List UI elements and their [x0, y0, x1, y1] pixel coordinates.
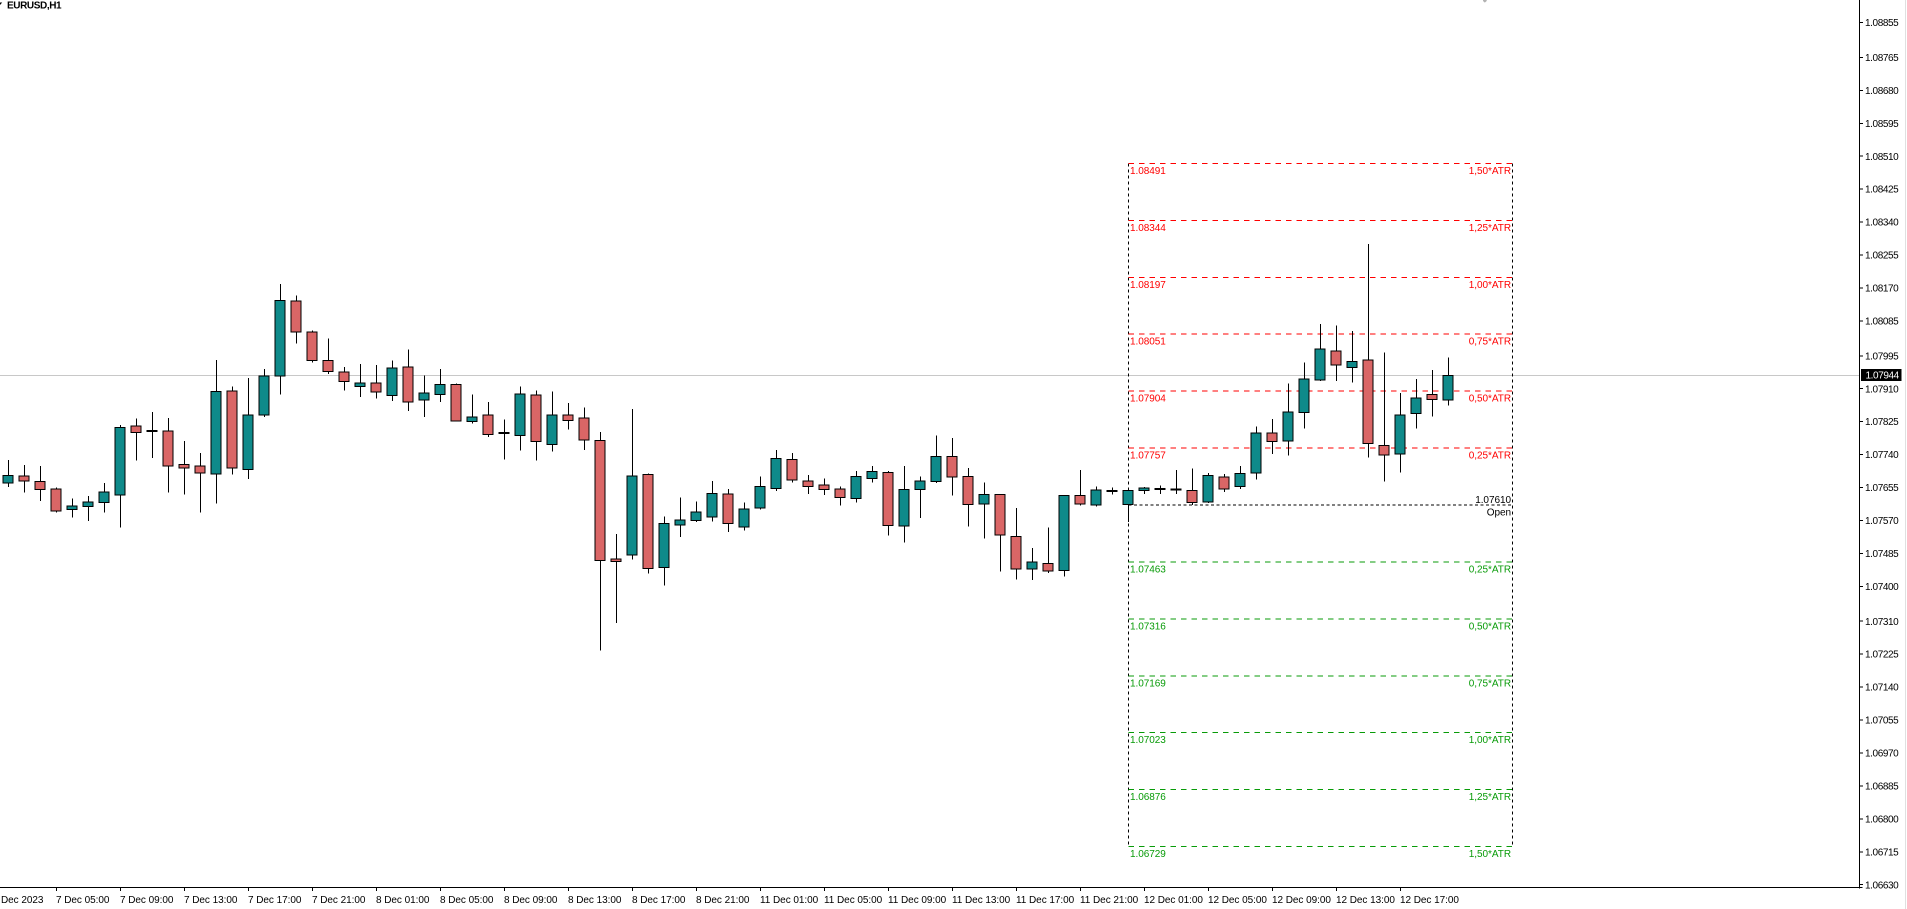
svg-text:0,50*ATR: 0,50*ATR [1469, 394, 1511, 405]
svg-text:1.06800: 1.06800 [1865, 814, 1899, 825]
svg-text:1.07995: 1.07995 [1865, 351, 1899, 362]
svg-text:1.08425: 1.08425 [1865, 185, 1899, 196]
svg-text:1.07225: 1.07225 [1865, 650, 1899, 661]
svg-text:0,75*ATR: 0,75*ATR [1469, 678, 1511, 689]
svg-text:1.07655: 1.07655 [1865, 483, 1899, 494]
svg-text:1.07169: 1.07169 [1130, 678, 1166, 689]
svg-text:Open: Open [1487, 508, 1511, 519]
svg-text:7 Dec 17:00: 7 Dec 17:00 [248, 895, 302, 906]
svg-text:12 Dec 05:00: 12 Dec 05:00 [1208, 895, 1267, 906]
svg-text:1.08255: 1.08255 [1865, 251, 1899, 262]
svg-text:1.06715: 1.06715 [1865, 847, 1899, 858]
svg-text:1.07463: 1.07463 [1130, 565, 1166, 576]
svg-text:1.07316: 1.07316 [1130, 622, 1166, 633]
svg-text:1.07740: 1.07740 [1865, 450, 1899, 461]
svg-text:1,00*ATR: 1,00*ATR [1469, 735, 1511, 746]
svg-text:7 Dec 09:00: 7 Dec 09:00 [120, 895, 174, 906]
svg-text:1.08510: 1.08510 [1865, 152, 1899, 163]
svg-text:11 Dec 05:00: 11 Dec 05:00 [824, 895, 883, 906]
svg-text:11 Dec 13:00: 11 Dec 13:00 [952, 895, 1011, 906]
svg-text:1.06630: 1.06630 [1865, 880, 1899, 891]
svg-text:1.08491: 1.08491 [1130, 166, 1166, 177]
svg-text:1.06876: 1.06876 [1130, 792, 1166, 803]
svg-text:1.08680: 1.08680 [1865, 86, 1899, 97]
svg-text:12 Dec 01:00: 12 Dec 01:00 [1144, 895, 1203, 906]
svg-text:1,25*ATR: 1,25*ATR [1469, 223, 1511, 234]
svg-text:1,00*ATR: 1,00*ATR [1469, 280, 1511, 291]
svg-text:1.07400: 1.07400 [1865, 582, 1899, 593]
svg-text:1,50*ATR: 1,50*ATR [1469, 849, 1511, 860]
svg-text:EURUSD,H1: EURUSD,H1 [7, 1, 62, 12]
svg-text:12 Dec 09:00: 12 Dec 09:00 [1272, 895, 1331, 906]
svg-text:1.08855: 1.08855 [1865, 18, 1899, 29]
svg-text:Dec 2023: Dec 2023 [1, 895, 44, 906]
svg-text:7 Dec 05:00: 7 Dec 05:00 [56, 895, 110, 906]
svg-text:1.08344: 1.08344 [1130, 223, 1166, 234]
svg-text:12 Dec 17:00: 12 Dec 17:00 [1400, 895, 1459, 906]
svg-text:11 Dec 17:00: 11 Dec 17:00 [1016, 895, 1075, 906]
svg-text:1.07570: 1.07570 [1865, 516, 1899, 527]
svg-text:12 Dec 13:00: 12 Dec 13:00 [1336, 895, 1395, 906]
svg-text:11 Dec 21:00: 11 Dec 21:00 [1080, 895, 1139, 906]
svg-text:1.08197: 1.08197 [1130, 280, 1166, 291]
svg-text:7 Dec 21:00: 7 Dec 21:00 [312, 895, 366, 906]
svg-text:1.06970: 1.06970 [1865, 749, 1899, 760]
svg-text:0,25*ATR: 0,25*ATR [1469, 565, 1511, 576]
svg-text:0,25*ATR: 0,25*ATR [1469, 451, 1511, 462]
svg-text:1.06885: 1.06885 [1865, 782, 1899, 793]
svg-text:1,50*ATR: 1,50*ATR [1469, 166, 1511, 177]
svg-text:0,50*ATR: 0,50*ATR [1469, 622, 1511, 633]
svg-text:8 Dec 17:00: 8 Dec 17:00 [632, 895, 686, 906]
svg-text:1.07757: 1.07757 [1130, 451, 1166, 462]
svg-text:1.08085: 1.08085 [1865, 317, 1899, 328]
svg-text:1.08595: 1.08595 [1865, 119, 1899, 130]
svg-text:11 Dec 01:00: 11 Dec 01:00 [760, 895, 819, 906]
svg-text:7 Dec 13:00: 7 Dec 13:00 [184, 895, 238, 906]
svg-text:1.08340: 1.08340 [1865, 218, 1899, 229]
svg-text:1.07944: 1.07944 [1866, 371, 1900, 382]
svg-text:1.07055: 1.07055 [1865, 716, 1899, 727]
svg-text:1.08170: 1.08170 [1865, 284, 1899, 295]
svg-text:11 Dec 09:00: 11 Dec 09:00 [888, 895, 947, 906]
svg-text:1.08051: 1.08051 [1130, 337, 1166, 348]
svg-text:1.07910: 1.07910 [1865, 384, 1899, 395]
svg-text:8 Dec 01:00: 8 Dec 01:00 [376, 895, 430, 906]
svg-text:1.07140: 1.07140 [1865, 683, 1899, 694]
svg-text:8 Dec 13:00: 8 Dec 13:00 [568, 895, 622, 906]
svg-text:1.07485: 1.07485 [1865, 549, 1899, 560]
svg-text:0,75*ATR: 0,75*ATR [1469, 337, 1511, 348]
svg-text:1.07610: 1.07610 [1475, 495, 1511, 506]
svg-text:1.06729: 1.06729 [1130, 849, 1166, 860]
svg-text:8 Dec 05:00: 8 Dec 05:00 [440, 895, 494, 906]
svg-text:1.08765: 1.08765 [1865, 53, 1899, 64]
svg-text:8 Dec 21:00: 8 Dec 21:00 [696, 895, 750, 906]
svg-text:1.07825: 1.07825 [1865, 417, 1899, 428]
svg-text:1,25*ATR: 1,25*ATR [1469, 792, 1511, 803]
svg-text:8 Dec 09:00: 8 Dec 09:00 [504, 895, 558, 906]
svg-text:1.07023: 1.07023 [1130, 735, 1166, 746]
svg-text:1.07310: 1.07310 [1865, 617, 1899, 628]
svg-text:1.07904: 1.07904 [1130, 394, 1166, 405]
